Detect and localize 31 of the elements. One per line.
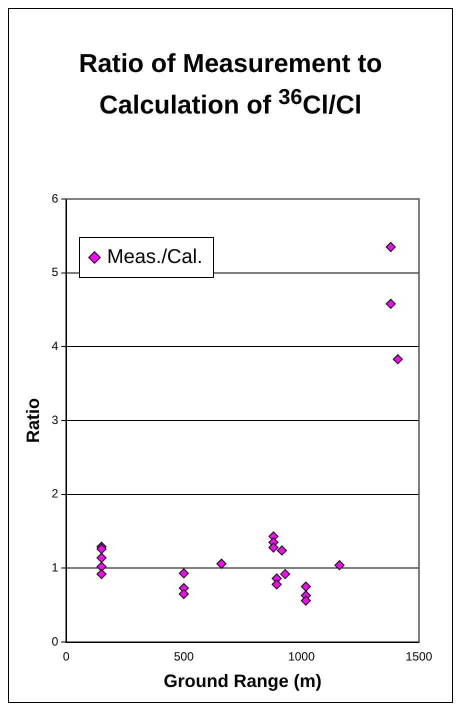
legend-label: Meas./Cal. [107,246,203,269]
point [386,242,396,252]
point [96,552,107,563]
y-axis-title: Ratio [22,398,43,443]
y-tick-label: 5 [52,265,59,280]
y-tick-label: 0 [52,634,59,648]
point [272,579,282,590]
point [280,569,290,580]
point [300,596,311,606]
y-tick-label: 2 [52,486,59,501]
point [268,542,278,552]
y-tick-label: 4 [52,338,59,353]
y-tick-label: 3 [52,412,59,427]
point [96,562,107,572]
point [386,298,396,309]
y-tick-label: 1 [52,560,59,574]
point [300,582,311,592]
y-tick-label: 6 [52,191,59,206]
point [276,545,287,556]
x-tick-label: 1500 [406,650,433,664]
point [334,560,345,570]
point [216,558,226,569]
x-axis-title: Ground Range (m) [164,671,322,692]
point [178,589,189,600]
x-tick-label: 500 [174,650,194,664]
point [96,569,107,580]
x-tick-label: 0 [62,650,70,664]
x-tick-label: 1000 [288,650,316,664]
point [392,354,403,364]
point [178,568,189,578]
chart-title: Ratio of Measurement to Calculation of $^{36}$Cl/Cl [78,47,384,122]
